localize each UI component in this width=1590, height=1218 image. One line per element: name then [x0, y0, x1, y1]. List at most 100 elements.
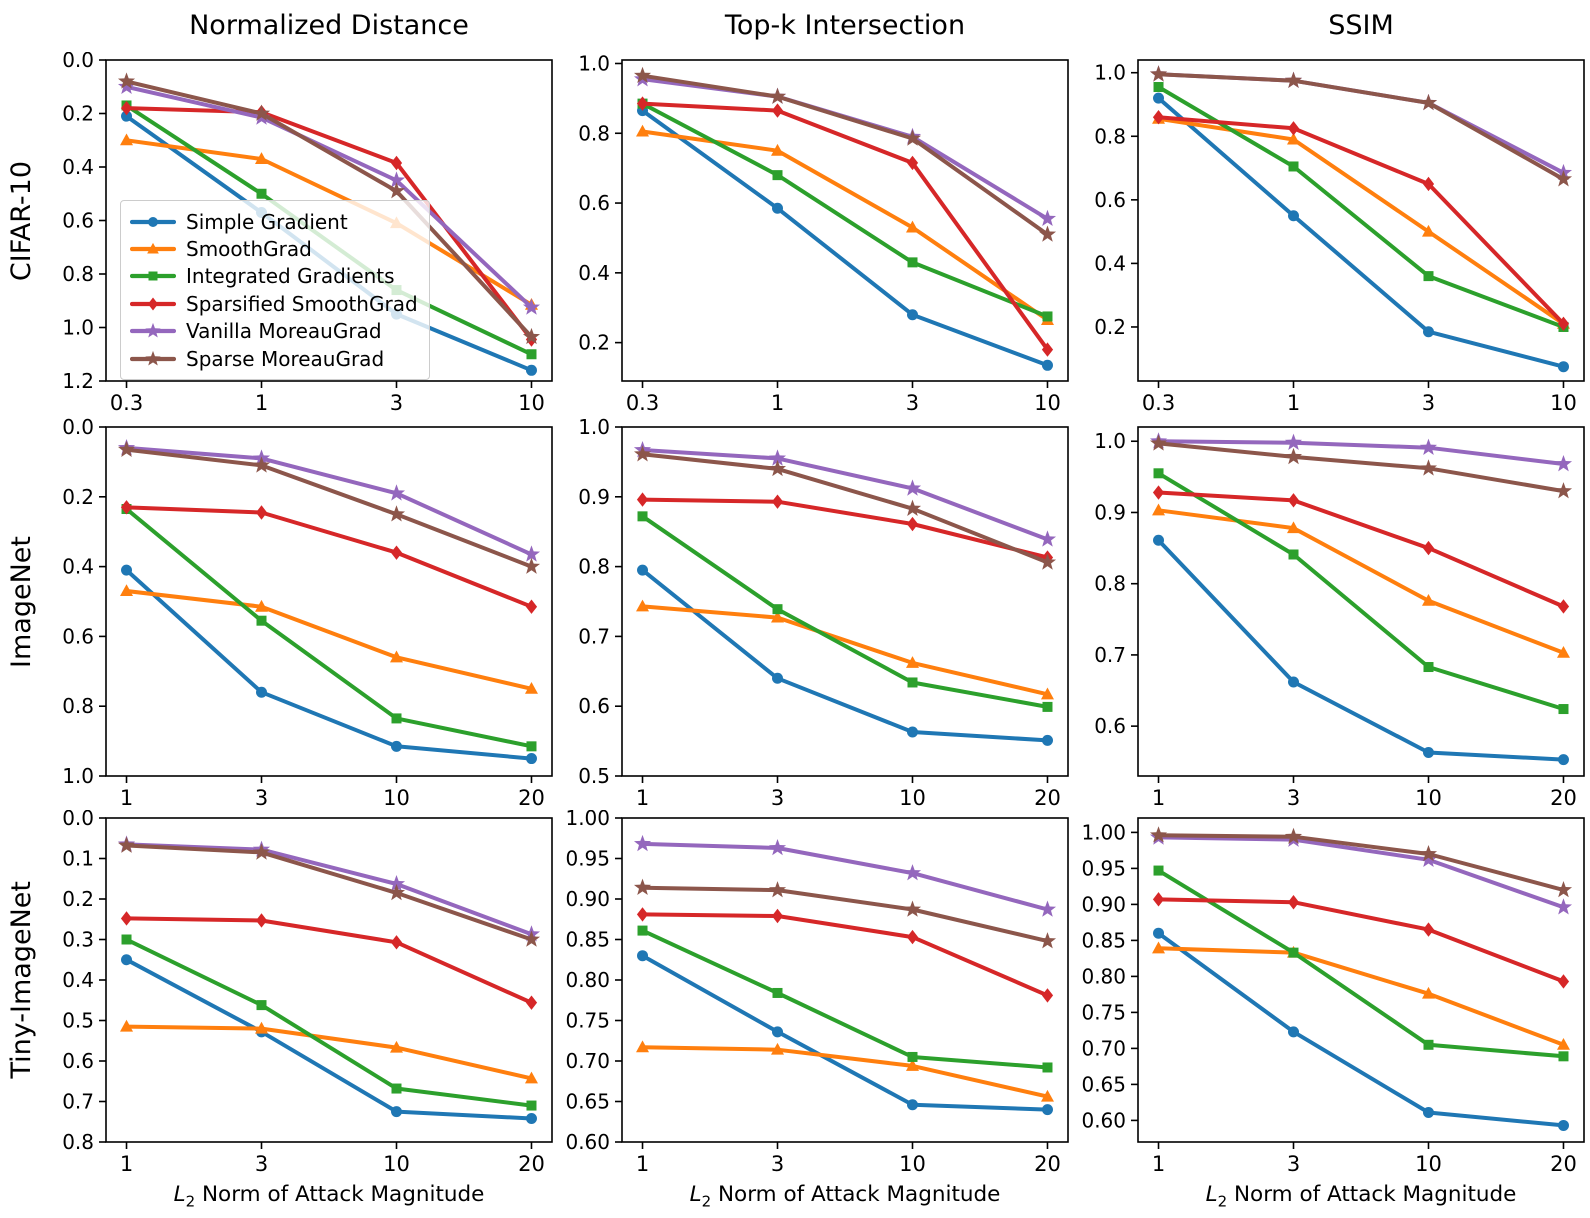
line-simple-gradient: [1156, 931, 1566, 1128]
y-tick-label: 0.85: [1081, 928, 1126, 952]
subplot-tiny-imagenet-ssim: 1.00 0.95 0.90 0.85 0.80 0.75 0.70 0.65 0.60 1 3 10…: [1074, 810, 1590, 1176]
y-tick-label: 0.8: [1094, 572, 1126, 596]
markers-integrated-gradients: [1153, 468, 1569, 715]
x-tick-label: 20: [518, 1152, 545, 1176]
y-tick-label: 0.65: [1081, 1072, 1126, 1096]
line-sparsified-smoothgrad: [640, 497, 1050, 560]
markers-sparsified-smoothgrad: [1152, 892, 1570, 989]
x-tick-label: 20: [518, 786, 545, 810]
subplot-imagenet-normalized-distance: 0.0 0.2 0.4 0.6 0.8 1.0 1 3 10 20: [42, 415, 558, 810]
y-tick-label: 0.80: [565, 968, 610, 992]
x-tick-label: 3: [771, 786, 784, 810]
y-tick-label: 1.0: [62, 316, 94, 340]
y-tick-label: 0.2: [62, 887, 94, 911]
y-tick-label: 1.0: [1094, 61, 1126, 85]
x-axis-label-sub: 2: [185, 1192, 196, 1211]
line-simple-gradient: [640, 953, 1050, 1112]
chart-svg-imagenet-ssim: 1.0 0.9 0.8 0.7 0.6 1 3 10 20: [1094, 426, 1585, 810]
y-tick-label: 0.9: [1094, 500, 1126, 524]
y-tick-label: 0.7: [578, 624, 610, 648]
y-tick-label: 0.4: [62, 555, 94, 579]
line-integrated-gradients: [640, 928, 1050, 1070]
row-label-wrap: Tiny-ImageNet: [0, 818, 42, 1142]
y-tick-label: 0.5: [578, 764, 610, 788]
line-sparsified-smoothgrad: [124, 106, 534, 342]
line-integrated-gradients: [1156, 868, 1566, 1059]
legend-diamond-icon: [130, 297, 176, 311]
x-axis-label-var: L: [173, 1182, 186, 1207]
legend-star-icon: [130, 323, 176, 338]
legend-label: Simple Gradient: [186, 209, 348, 234]
x-tick-label: 10: [899, 786, 926, 810]
x-axis-label-sub: 2: [701, 1192, 712, 1211]
markers-simple-gradient: [121, 564, 537, 765]
column-title-top-k-intersection: Top-k Intersection: [724, 10, 966, 41]
markers-sparsified-smoothgrad: [1152, 485, 1570, 614]
x-tick-label: 1: [636, 786, 649, 810]
y-tick-label: 0.0: [62, 810, 94, 830]
markers-integrated-gradients: [1153, 865, 1569, 1062]
y-tick-label: 0.7: [1094, 643, 1126, 667]
x-tick-label: 0.3: [1142, 391, 1175, 415]
legend-item-sparse-moreaugrad: Sparse MoreauGrad: [130, 345, 418, 372]
x-axis-label-var: L: [689, 1182, 702, 1207]
chart-svg-cifar-10-top-k-intersection: 1.0 0.8 0.6 0.4 0.2 0.3 1 3 10: [578, 52, 1069, 415]
plot-border: [621, 426, 1069, 777]
row-label-cifar10: CIFAR-10: [5, 160, 37, 282]
line-sparse-moreaugrad: [124, 447, 534, 569]
plot-border: [1137, 426, 1585, 777]
x-tick-label: 3: [1287, 1152, 1300, 1176]
y-tick-label: 0.6: [1094, 714, 1126, 738]
line-smoothgrad: [1156, 116, 1566, 326]
line-smoothgrad: [124, 589, 534, 691]
x-tick-label: 1: [1287, 391, 1300, 415]
x-tick-label: 20: [1550, 1152, 1577, 1176]
x-tick-label: 10: [1415, 1152, 1442, 1176]
line-integrated-gradients: [124, 507, 534, 749]
line-integrated-gradients: [640, 101, 1050, 319]
x-axis-label-sub: 2: [1217, 1192, 1228, 1211]
x-tick-label: 10: [383, 786, 410, 810]
x-axis-label-var: L: [1205, 1182, 1218, 1207]
y-tick-label: 0.8: [578, 121, 610, 145]
x-tick-label: 3: [906, 391, 919, 415]
markers-smoothgrad: [120, 1019, 538, 1084]
y-tick-label: 0.2: [62, 485, 94, 509]
line-sparsified-smoothgrad: [124, 916, 534, 1005]
markers-sparse-moreaugrad: [633, 878, 1057, 949]
x-tick-label: 3: [771, 1152, 784, 1176]
line-sparsified-smoothgrad: [1156, 490, 1566, 609]
markers-sparse-moreaugrad: [633, 445, 1057, 570]
plot-border: [1137, 817, 1585, 1143]
y-tick-label: 0.6: [62, 209, 94, 233]
legend-item-smoothgrad: SmoothGrad: [130, 235, 418, 262]
line-smoothgrad: [640, 1045, 1050, 1099]
line-vanilla-moreaugrad: [640, 841, 1050, 912]
y-tick-label: 0.8: [578, 555, 610, 579]
markers-integrated-gradients: [637, 925, 1053, 1073]
legend-item-sparsified-smoothgrad: Sparsified SmoothGrad: [130, 290, 418, 317]
y-tick-label: 0.80: [1081, 964, 1126, 988]
line-integrated-gradients: [1156, 85, 1566, 329]
line-integrated-gradients: [124, 937, 534, 1108]
row-label-wrap: CIFAR-10: [0, 60, 42, 382]
line-simple-gradient: [124, 568, 534, 761]
subplot-tiny-imagenet-top-k-intersection: 1.00 0.95 0.90 0.85 0.80 0.75 0.70 0.65 0.60 1 3 10…: [558, 810, 1074, 1176]
line-sparse-moreaugrad: [1156, 833, 1566, 892]
y-tick-label: 0.8: [62, 694, 94, 718]
y-tick-label: 1.0: [578, 415, 610, 439]
line-smoothgrad: [640, 604, 1050, 697]
y-tick-label: 1.2: [62, 369, 94, 393]
row-label-imagenet: ImageNet: [5, 535, 37, 668]
y-tick-label: 0.4: [62, 155, 94, 179]
markers-simple-gradient: [637, 950, 1053, 1116]
line-sparsified-smoothgrad: [640, 912, 1050, 998]
line-sparse-moreaugrad: [1156, 441, 1566, 494]
y-tick-label: 0.85: [565, 928, 610, 952]
markers-simple-gradient: [1153, 92, 1569, 373]
markers-sparse-moreaugrad: [633, 66, 1057, 242]
y-tick-label: 0.75: [565, 1009, 610, 1033]
x-tick-label: 10: [518, 391, 545, 415]
chart-svg-tiny-imagenet-normalized-distance: 0.0 0.1 0.2 0.3 0.4 0.5 0.6 0.7 0.8 1 3 10 20: [62, 810, 553, 1176]
